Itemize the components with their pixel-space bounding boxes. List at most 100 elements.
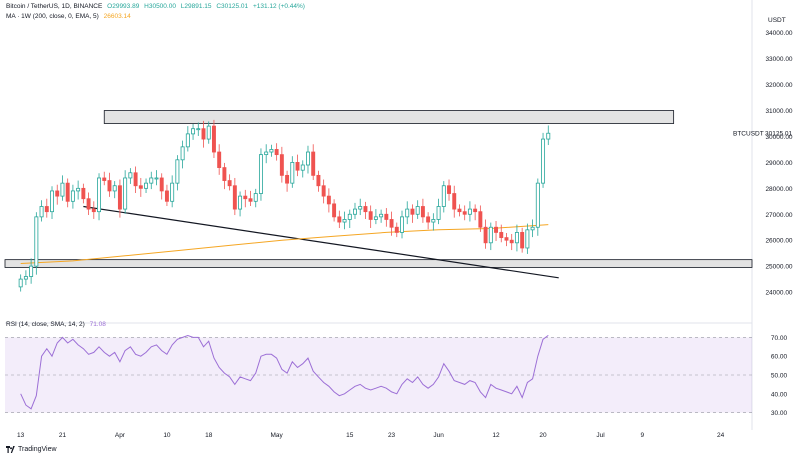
candle[interactable] xyxy=(415,200,420,219)
candle[interactable] xyxy=(232,177,237,216)
candle[interactable] xyxy=(300,160,305,178)
candle[interactable] xyxy=(211,119,216,158)
candle[interactable] xyxy=(353,202,357,219)
candle[interactable] xyxy=(400,210,404,239)
candle[interactable] xyxy=(18,274,23,292)
candle[interactable] xyxy=(243,189,248,208)
candle[interactable] xyxy=(274,143,279,161)
candle[interactable] xyxy=(488,222,493,251)
ma-line[interactable] xyxy=(20,224,549,264)
candle[interactable] xyxy=(253,188,258,208)
candle[interactable] xyxy=(217,144,222,175)
candle[interactable] xyxy=(347,209,352,229)
candle[interactable] xyxy=(478,205,483,232)
candle[interactable] xyxy=(159,173,164,200)
candle[interactable] xyxy=(389,211,394,236)
candle[interactable] xyxy=(133,166,138,194)
candle[interactable] xyxy=(530,219,535,238)
candle[interactable] xyxy=(326,188,331,213)
candle[interactable] xyxy=(269,144,274,157)
candle[interactable] xyxy=(295,154,300,177)
symbol-title[interactable]: Bitcoin / TetherUS, 1D, BINANCE xyxy=(6,3,103,10)
candle[interactable] xyxy=(154,170,159,186)
candle[interactable] xyxy=(196,122,201,136)
candle[interactable] xyxy=(316,170,321,192)
candle[interactable] xyxy=(180,140,185,169)
candle[interactable] xyxy=(258,148,263,201)
tradingview-logo[interactable]: TradingView xyxy=(6,446,57,453)
candle[interactable] xyxy=(311,144,316,181)
price-zone[interactable] xyxy=(4,259,753,268)
rsi-legend[interactable]: RSI (14, close, SMA, 14, 2) 71.08 xyxy=(6,321,109,328)
candle[interactable] xyxy=(123,170,128,214)
candle[interactable] xyxy=(358,198,363,216)
candle[interactable] xyxy=(170,175,175,208)
candle[interactable] xyxy=(91,201,96,219)
candle[interactable] xyxy=(447,179,451,201)
candle[interactable] xyxy=(50,186,54,219)
candle[interactable] xyxy=(441,181,446,213)
candle[interactable] xyxy=(290,156,295,188)
candle[interactable] xyxy=(102,171,107,186)
candle[interactable] xyxy=(107,172,112,197)
candle[interactable] xyxy=(436,198,441,225)
rsi-line[interactable] xyxy=(20,334,549,410)
candle[interactable] xyxy=(23,270,28,286)
ma-legend[interactable]: MA · 1W (200, close, 0, EMA, 5) 26603.14 xyxy=(6,13,134,20)
candle[interactable] xyxy=(86,192,91,216)
candle[interactable] xyxy=(76,180,81,200)
candle[interactable] xyxy=(306,145,310,174)
candle[interactable] xyxy=(368,205,373,229)
candle[interactable] xyxy=(34,212,39,275)
candle[interactable] xyxy=(175,155,180,191)
candle[interactable] xyxy=(499,224,504,243)
candle[interactable] xyxy=(201,120,206,148)
candle[interactable] xyxy=(426,212,431,230)
candle[interactable] xyxy=(144,178,149,194)
candle[interactable] xyxy=(65,178,70,208)
candle[interactable] xyxy=(29,258,34,284)
candle[interactable] xyxy=(394,222,399,238)
candle[interactable] xyxy=(164,184,169,206)
candle[interactable] xyxy=(546,125,551,146)
candle[interactable] xyxy=(462,205,467,221)
candle[interactable] xyxy=(185,126,190,152)
candle[interactable] xyxy=(431,213,436,231)
candle[interactable] xyxy=(227,174,232,191)
candle[interactable] xyxy=(39,200,44,222)
candle[interactable] xyxy=(60,175,65,201)
candle[interactable] xyxy=(384,208,389,227)
price-zone[interactable] xyxy=(103,110,675,124)
candle[interactable] xyxy=(379,209,384,223)
candle[interactable] xyxy=(279,146,284,183)
candle[interactable] xyxy=(373,209,378,225)
candle[interactable] xyxy=(332,199,337,222)
candle[interactable] xyxy=(342,211,347,230)
candle[interactable] xyxy=(509,233,514,251)
candle[interactable] xyxy=(117,179,122,218)
candle[interactable] xyxy=(264,144,269,164)
candle[interactable] xyxy=(541,132,546,188)
candle[interactable] xyxy=(337,210,342,229)
candle[interactable] xyxy=(520,227,525,253)
candle[interactable] xyxy=(504,232,509,247)
candle[interactable] xyxy=(405,201,410,225)
trendline[interactable] xyxy=(83,205,559,279)
candle[interactable] xyxy=(44,198,49,218)
candle[interactable] xyxy=(473,204,478,221)
candle[interactable] xyxy=(483,219,488,249)
candle[interactable] xyxy=(285,170,290,192)
candle[interactable] xyxy=(410,204,415,223)
candle[interactable] xyxy=(363,201,368,219)
candle[interactable] xyxy=(138,177,143,197)
candle[interactable] xyxy=(97,173,101,221)
candle[interactable] xyxy=(206,121,211,144)
candle[interactable] xyxy=(525,223,530,254)
candle[interactable] xyxy=(191,124,196,140)
candle[interactable] xyxy=(514,224,519,252)
candle[interactable] xyxy=(238,191,243,217)
candle[interactable] xyxy=(222,162,227,190)
candle[interactable] xyxy=(420,198,425,223)
candle[interactable] xyxy=(70,184,75,209)
